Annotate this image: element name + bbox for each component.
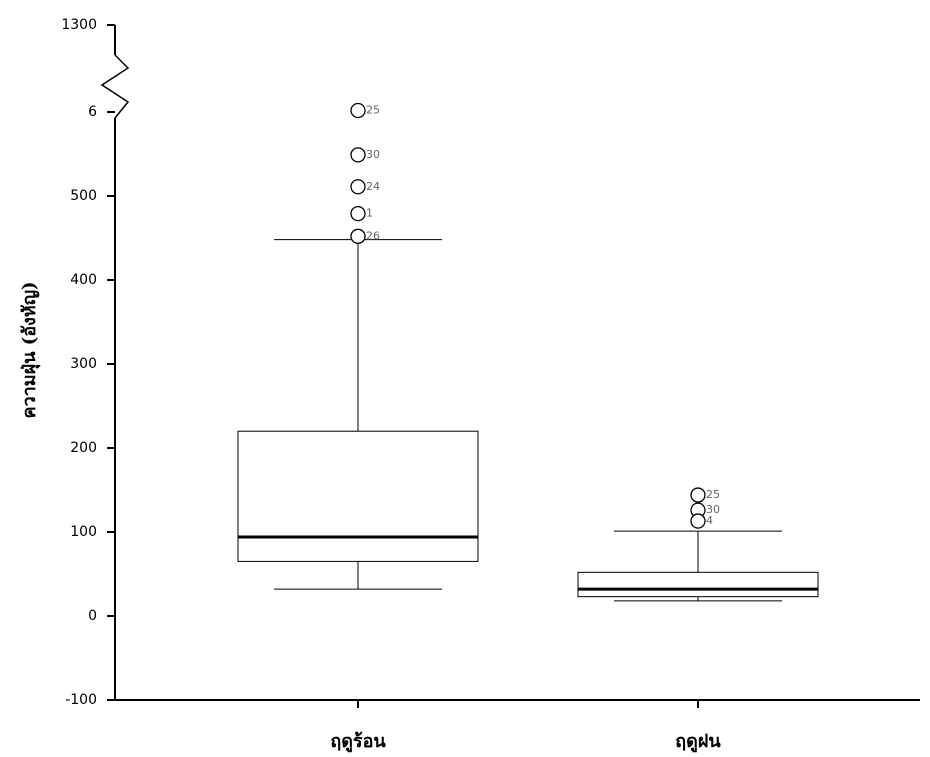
outlier	[350, 179, 366, 195]
y-tick-label: 300	[70, 356, 97, 372]
axis-break	[100, 54, 130, 119]
outlier-label: 25	[706, 488, 720, 501]
y-tick-label: 100	[70, 524, 97, 540]
box	[577, 571, 819, 598]
outlier	[690, 513, 706, 529]
outlier-label: 26	[366, 229, 380, 242]
y-tick-label: 200	[70, 440, 97, 456]
y-tick-label: 500	[70, 188, 97, 204]
y-tick-label: 400	[70, 272, 97, 288]
outlier-label: 4	[706, 514, 713, 527]
outlier	[350, 228, 366, 244]
outlier	[350, 102, 366, 119]
outlier	[350, 147, 366, 163]
x-tick-label: ฤดูร้อน	[330, 731, 386, 753]
y-tick-label: 0	[88, 608, 97, 624]
outlier-label: 1	[366, 207, 373, 220]
box	[237, 430, 479, 562]
outlier-label: 25	[366, 104, 380, 117]
outlier	[690, 487, 706, 503]
y-tick-label: -100	[65, 692, 97, 708]
outlier-label: 30	[706, 503, 720, 516]
outlier-label: 30	[366, 148, 380, 161]
y-tick-label: 6	[88, 104, 97, 120]
y-axis	[100, 25, 920, 701]
y-axis-label: ความฝุ่น (อังหัญ)	[19, 281, 41, 418]
x-tick-label: ฤดูฝน	[675, 731, 721, 753]
outlier-label: 24	[366, 180, 380, 193]
outlier	[350, 205, 366, 222]
y-tick-label: 1300	[61, 17, 97, 33]
